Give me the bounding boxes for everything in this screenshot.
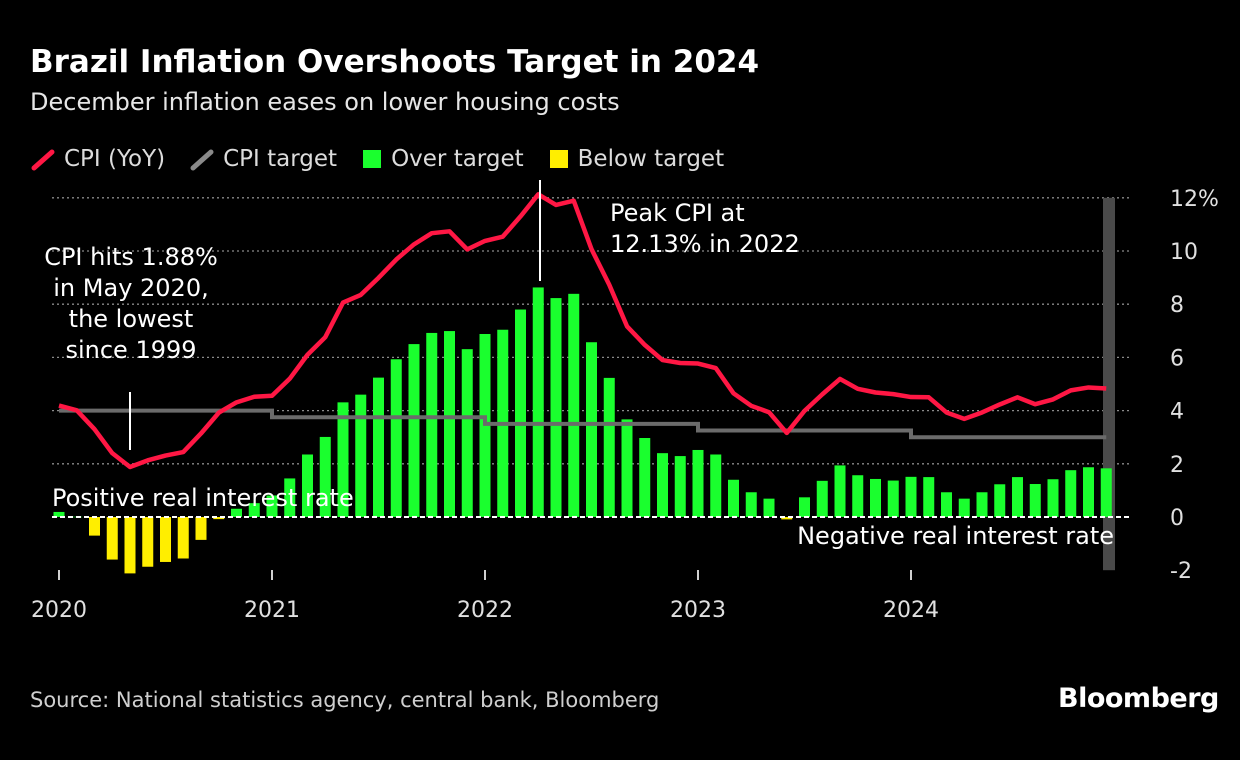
bar-over-target <box>461 349 473 517</box>
x-tick-label: 2023 <box>670 598 726 623</box>
annotation-positive-rate: Positive real interest rate <box>52 484 354 512</box>
target-line-swatch <box>190 149 214 171</box>
bar-over-target <box>515 309 526 517</box>
annotation-peak-cpi: 12.13% in 2022 <box>610 230 800 258</box>
bar-over-target <box>532 287 544 517</box>
bar-over-target <box>870 478 881 517</box>
x-tick-label: 2020 <box>31 598 87 623</box>
bar-over-target <box>1065 470 1077 517</box>
bar-over-target <box>568 293 580 517</box>
bar-over-target <box>426 332 438 517</box>
bar-over-target <box>674 456 686 517</box>
bar-over-target <box>834 465 846 517</box>
legend-item-over: Over target <box>361 146 524 172</box>
bar-over-target <box>941 492 952 517</box>
bar-over-target <box>266 495 278 517</box>
bar-over-target <box>621 419 633 517</box>
bar-over-target <box>852 475 864 517</box>
chart-title: Brazil Inflation Overshoots Target in 20… <box>30 44 760 80</box>
x-tick-label: 2021 <box>244 598 300 623</box>
y-tick-label: 4 <box>1170 400 1184 425</box>
bar-over-target <box>319 436 331 517</box>
bar-over-target <box>1047 479 1059 517</box>
bar-over-target <box>444 331 455 517</box>
y-tick-label: -2 <box>1170 559 1192 584</box>
bar-below-target <box>106 517 118 560</box>
bar-below-target <box>142 517 154 567</box>
bar-over-target <box>337 402 349 517</box>
x-tick-label: 2022 <box>457 598 513 623</box>
bar-over-target <box>905 476 917 517</box>
legend-item-below: Below target <box>548 146 724 172</box>
y-tick-label: 6 <box>1170 346 1184 371</box>
y-tick-label: 2 <box>1170 453 1184 478</box>
bar-below-target <box>195 517 207 540</box>
annotation-low-cpi: since 1999 <box>65 336 196 364</box>
annotation-peak-cpi: Peak CPI at <box>610 199 745 227</box>
bar-over-target <box>408 344 420 517</box>
bar-over-target <box>1012 477 1023 517</box>
bar-over-target <box>763 498 775 517</box>
bar-below-target <box>177 517 189 559</box>
bar-over-target <box>53 511 65 517</box>
bar-over-target <box>923 477 935 517</box>
bar-over-target <box>710 454 722 517</box>
legend: CPI (YoY) CPI target Over target Below t… <box>30 144 748 174</box>
y-tick-label: 0 <box>1170 506 1184 531</box>
bar-over-target <box>1083 467 1094 517</box>
cpi-line-swatch <box>31 149 55 171</box>
legend-label-cpi: CPI (YoY) <box>64 146 166 172</box>
annotation-low-cpi: in May 2020, <box>53 274 208 302</box>
legend-label-target: CPI target <box>223 146 338 172</box>
bar-over-target <box>745 492 757 517</box>
bar-over-target <box>958 498 970 517</box>
bar-over-target <box>994 484 1006 517</box>
bar-over-target <box>248 503 260 517</box>
bar-over-target <box>390 359 402 517</box>
bar-over-target <box>284 478 296 517</box>
bar-below-target <box>781 517 793 520</box>
cpi-line <box>58 192 1107 470</box>
legend-label-below: Below target <box>577 146 725 172</box>
cpi-target-line <box>59 408 1107 440</box>
source-note: Source: National statistics agency, cent… <box>30 688 660 712</box>
bar-below-target <box>124 517 136 574</box>
chart-subtitle: December inflation eases on lower housin… <box>30 88 620 116</box>
bar-over-target <box>816 480 828 517</box>
bar-over-target <box>586 342 597 517</box>
bar-over-target <box>639 437 651 517</box>
x-tick-label: 2024 <box>883 598 939 623</box>
legend-item-cpi: CPI (YoY) <box>30 146 165 172</box>
bar-over-target <box>887 480 899 517</box>
legend-label-over: Over target <box>391 146 524 172</box>
y-tick-label: 12% <box>1170 187 1219 212</box>
bar-over-target <box>799 497 810 517</box>
bar-over-target <box>550 298 562 517</box>
bar-over-target <box>976 492 988 517</box>
bar-over-target <box>355 394 367 517</box>
bar-over-target <box>373 377 384 517</box>
bar-over-target <box>1100 468 1112 517</box>
annotation-negative-rate: Negative real interest rate <box>797 522 1114 550</box>
legend-item-target: CPI target <box>189 146 337 172</box>
below-swatch <box>549 150 568 168</box>
bloomberg-logo: Bloomberg <box>1058 683 1219 714</box>
bar-below-target <box>89 517 100 536</box>
bar-over-target <box>728 479 739 517</box>
annotation-low-cpi: the lowest <box>69 305 194 333</box>
bar-over-target <box>603 377 615 517</box>
bar-over-target <box>657 453 668 517</box>
over-swatch <box>363 150 382 168</box>
y-tick-label: 10 <box>1170 240 1198 265</box>
bar-below-target <box>213 517 225 520</box>
annotation-low-cpi: CPI hits 1.88% <box>44 243 218 271</box>
y-tick-label: 8 <box>1170 293 1184 318</box>
bar-over-target <box>1029 484 1041 517</box>
bar-over-target <box>302 454 313 517</box>
bar-over-target <box>231 508 242 517</box>
bar-over-target <box>692 449 704 517</box>
bar-below-target <box>160 517 171 562</box>
